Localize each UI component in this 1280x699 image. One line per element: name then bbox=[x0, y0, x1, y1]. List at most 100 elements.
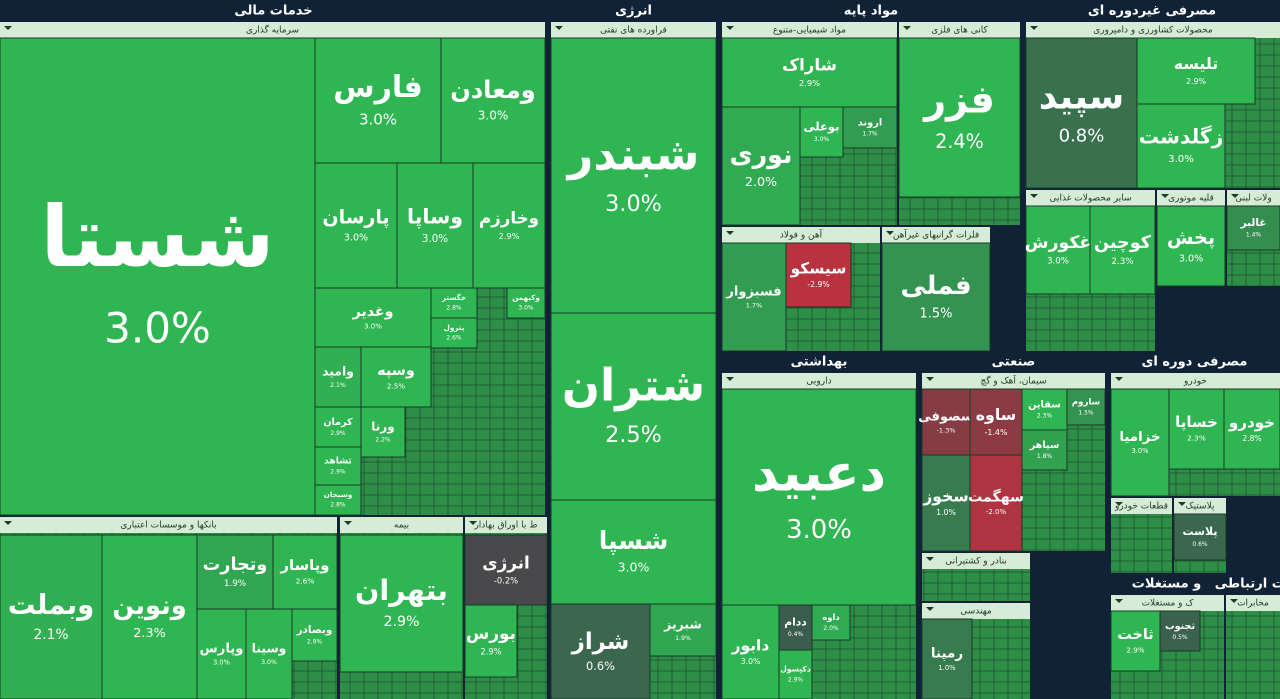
tile-name: ساوه bbox=[976, 405, 1017, 424]
tile bbox=[649, 603, 717, 657]
group-title: بانکها و موسسات اعتباری bbox=[120, 521, 216, 531]
tile-value: 1.5% bbox=[919, 306, 952, 321]
tile bbox=[842, 106, 898, 149]
tile-name: شتران bbox=[562, 360, 705, 412]
tile-name: انرژی bbox=[482, 552, 530, 573]
tile-value: 3.0% bbox=[213, 659, 230, 667]
tile-value: 0.8% bbox=[1059, 125, 1105, 146]
group-title: قلیه موتوری bbox=[1168, 194, 1214, 204]
tile-name: وبملت bbox=[8, 588, 95, 621]
group-caret bbox=[555, 26, 563, 30]
tile-name: شسپا bbox=[599, 526, 669, 555]
group-caret bbox=[903, 26, 911, 30]
tile bbox=[799, 106, 844, 158]
tile bbox=[1089, 205, 1156, 295]
group-title: پلاستیک bbox=[1186, 502, 1215, 512]
group-header bbox=[1157, 190, 1225, 206]
group-header bbox=[722, 373, 916, 389]
group-caret bbox=[344, 521, 352, 525]
tile-name: شستا bbox=[41, 188, 275, 286]
group-title: ولات لبنی bbox=[1235, 194, 1272, 204]
sector-title: ات ارتباطی bbox=[1215, 577, 1280, 592]
sector-title: صنعتی bbox=[992, 355, 1036, 370]
tile bbox=[314, 162, 398, 289]
tile bbox=[1021, 429, 1068, 471]
tile-value: 3.0% bbox=[1047, 257, 1069, 267]
tile-value: 3.0% bbox=[786, 515, 852, 545]
tile-value: 2.2% bbox=[375, 436, 391, 443]
group-header bbox=[465, 517, 547, 533]
tile-name: وبصادر bbox=[296, 624, 333, 636]
tile bbox=[314, 37, 442, 164]
sector-header bbox=[720, 351, 918, 373]
group-header bbox=[0, 22, 545, 38]
tile-value: 3.0% bbox=[618, 560, 650, 575]
tile bbox=[881, 242, 991, 352]
tile bbox=[1136, 37, 1256, 105]
tile-name: غکورش bbox=[1025, 233, 1091, 253]
group-caret bbox=[1231, 194, 1239, 198]
tile-value: 2.9% bbox=[1126, 645, 1144, 654]
tile bbox=[360, 406, 406, 458]
tile bbox=[196, 534, 274, 610]
sector-header bbox=[1109, 573, 1224, 595]
tile-name: پارسان bbox=[322, 206, 389, 228]
tile-value: 3.0% bbox=[814, 136, 830, 143]
tile-name: نوری bbox=[729, 140, 792, 170]
tile-value: 2.6% bbox=[446, 335, 462, 342]
tile-name: دابور bbox=[731, 636, 770, 654]
tile-value: 1.7% bbox=[862, 131, 878, 138]
tile-name: سقاین bbox=[1028, 400, 1061, 411]
tile-value: 2.0% bbox=[823, 625, 839, 632]
tile-value: 2.9% bbox=[799, 78, 820, 88]
group-title: قطعات خودرو bbox=[1114, 502, 1168, 512]
tile bbox=[550, 603, 651, 699]
sector-title: خدمات مالی bbox=[234, 4, 312, 19]
tile bbox=[314, 287, 432, 348]
tile-name: وخارزم bbox=[479, 207, 539, 228]
tile bbox=[314, 484, 362, 516]
tile-name: پترول bbox=[444, 323, 465, 332]
group-caret bbox=[1230, 599, 1238, 603]
tile bbox=[339, 534, 464, 673]
tile-value: 2.9% bbox=[330, 430, 346, 437]
tile bbox=[360, 346, 432, 408]
tile bbox=[314, 406, 362, 448]
tile-name: سپید bbox=[1039, 77, 1125, 118]
group-header bbox=[1111, 595, 1224, 611]
tile-name: شبندر bbox=[566, 129, 700, 181]
group-caret bbox=[1178, 502, 1186, 506]
tile bbox=[506, 287, 546, 319]
group-caret bbox=[4, 26, 12, 30]
tile-value: 2.9% bbox=[498, 231, 519, 241]
tile-name: وتجارت bbox=[203, 555, 268, 575]
tile-name: شبریز bbox=[663, 617, 702, 632]
sector-header bbox=[1024, 0, 1280, 22]
tile-value: 2.0% bbox=[745, 174, 777, 189]
group-header bbox=[882, 227, 990, 243]
tile-name: ومعادن bbox=[450, 76, 535, 104]
tile-name: داوه bbox=[822, 612, 840, 623]
group-header bbox=[922, 553, 1030, 569]
tile bbox=[778, 604, 813, 651]
tile-name: بوعلی bbox=[803, 120, 839, 135]
tile bbox=[778, 649, 813, 699]
tile bbox=[1110, 610, 1161, 672]
group-title: سرمایه گذاری bbox=[246, 24, 299, 36]
tile-value: 2.5% bbox=[387, 381, 405, 390]
tile-value: 2.4% bbox=[935, 130, 984, 153]
tile-value: 2.8% bbox=[1242, 434, 1261, 443]
tile-name: غالبر bbox=[1239, 217, 1266, 229]
tile-value: 3.0% bbox=[359, 111, 397, 129]
tile-value: 2.9% bbox=[330, 469, 346, 476]
tile bbox=[1136, 103, 1226, 189]
tile-value: 2.9% bbox=[788, 676, 804, 683]
tile-value: 0.6% bbox=[1192, 541, 1208, 548]
tile bbox=[785, 242, 852, 308]
tile-name: وساپا bbox=[407, 204, 463, 228]
tile bbox=[721, 37, 898, 108]
group-caret bbox=[1161, 194, 1169, 198]
tile-name: فارس bbox=[333, 70, 423, 105]
tile-name: دکپسول bbox=[780, 665, 811, 674]
tile-name: پخش bbox=[1167, 226, 1215, 249]
